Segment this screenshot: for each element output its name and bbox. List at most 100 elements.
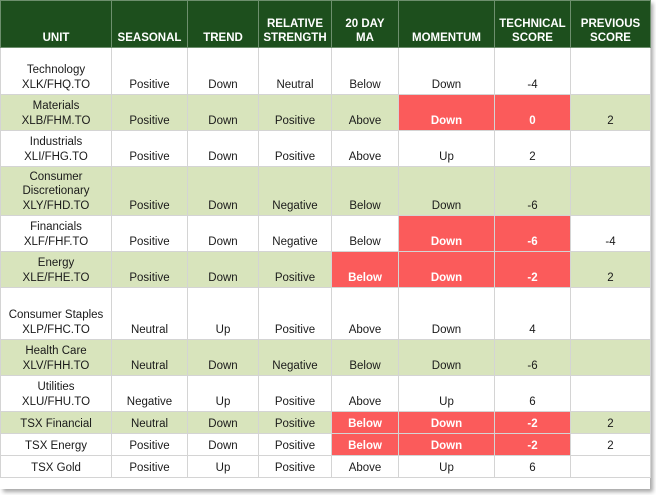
unit-cell: Financials XLF/FHF.TO: [0, 215, 112, 252]
trend-cell: Down: [187, 130, 259, 167]
unit-cell: Consumer Discretionary XLY/FHD.TO: [0, 166, 112, 216]
relative-strength-cell: Neutral: [258, 47, 332, 95]
ma-cell: Below: [331, 339, 399, 376]
table-row: TSX Gold Positive Up Positive Above Up 6: [0, 455, 651, 478]
previous-score-cell: [570, 375, 651, 412]
table-row: TSX Financial Neutral Down Positive Below Dow…: [0, 411, 651, 434]
trend-cell: Down: [187, 47, 259, 95]
seasonal-cell: Neutral: [111, 287, 188, 340]
table-row: Technology XLK/FHQ.TO Positive Down Neutral B…: [0, 47, 651, 95]
header-previous-score: PREVIOUS SCORE: [570, 0, 651, 48]
unit-cell: TSX Energy: [0, 433, 112, 456]
unit-label: Consumer: [29, 170, 83, 183]
ma-cell: Above: [331, 130, 399, 167]
unit-cell: TSX Gold: [0, 455, 112, 478]
header-20-day-ma: 20 DAY MA: [331, 0, 399, 48]
unit-cell: Consumer Staples XLP/FHC.TO: [0, 287, 112, 340]
unit-cell: Industrials XLI/FHG.TO: [0, 130, 112, 167]
unit-label: Financials: [30, 221, 82, 233]
previous-score-cell: [570, 287, 651, 340]
sector-scorecard: UNIT SEASONAL TREND RELATIVE STRENGTH 20 …: [0, 0, 651, 478]
trend-cell: Up: [187, 455, 259, 478]
header-trend: TREND: [187, 0, 259, 48]
trend-cell: Up: [187, 287, 259, 340]
previous-score-cell: -4: [570, 215, 651, 252]
header-technical-score: TECHNICAL SCORE: [494, 0, 571, 48]
unit-cell: Materials XLB/FHM.TO: [0, 94, 112, 131]
seasonal-cell: Positive: [111, 455, 188, 478]
technical-score-cell: -2: [494, 251, 571, 288]
relative-strength-cell: Positive: [258, 433, 332, 456]
ma-cell: Below: [331, 47, 399, 95]
seasonal-cell: Positive: [111, 166, 188, 216]
ma-cell: Below: [331, 166, 399, 216]
unit-label: Health Care: [25, 345, 87, 357]
table-row: Utilities XLU/FHU.TO Negative Up Positive Abo…: [0, 375, 651, 412]
trend-cell: Down: [187, 94, 259, 131]
momentum-cell: Down: [398, 339, 495, 376]
unit-label: Materials: [32, 100, 80, 112]
table-row: Consumer Discretionary XLY/FHD.TO Positive D…: [0, 166, 651, 216]
unit-label: TSX Energy: [25, 439, 87, 452]
unit-label: Technology: [26, 64, 86, 76]
seasonal-cell: Positive: [111, 251, 188, 288]
unit-cell: Technology XLK/FHQ.TO: [0, 47, 112, 95]
table-row: Consumer Staples XLP/FHC.TO Neutral Up Posit…: [0, 287, 651, 340]
table-row: Materials XLB/FHM.TO Positive Down Positive A…: [0, 94, 651, 131]
relative-strength-cell: Positive: [258, 455, 332, 478]
unit-label: Utilities: [37, 381, 75, 393]
seasonal-cell: Positive: [111, 47, 188, 95]
trend-cell: Down: [187, 215, 259, 252]
momentum-cell: Down: [398, 47, 495, 95]
unit-label: Energy: [37, 257, 75, 269]
unit-cell: Health Care XLV/FHH.TO: [0, 339, 112, 376]
technical-score-cell: 6: [494, 375, 571, 412]
seasonal-cell: Positive: [111, 433, 188, 456]
technical-score-cell: -6: [494, 215, 571, 252]
technical-score-cell: -2: [494, 433, 571, 456]
technical-score-cell: -2: [494, 411, 571, 434]
technical-score-cell: -6: [494, 339, 571, 376]
unit-cell: Utilities XLU/FHU.TO: [0, 375, 112, 412]
ma-cell: Above: [331, 375, 399, 412]
previous-score-cell: [570, 339, 651, 376]
unit-label: Discretionary: [22, 185, 90, 197]
unit-label: XLV/FHH.TO: [22, 359, 90, 372]
technical-score-cell: -6: [494, 166, 571, 216]
momentum-cell: Down: [398, 287, 495, 340]
previous-score-cell: 2: [570, 251, 651, 288]
table-row: Industrials XLI/FHG.TO Positive Down Positiv…: [0, 130, 651, 167]
unit-label: XLB/FHM.TO: [21, 114, 91, 127]
unit-label: XLE/FHE.TO: [22, 271, 90, 284]
ma-cell: Above: [331, 94, 399, 131]
momentum-cell: Down: [398, 433, 495, 456]
header-row: UNIT SEASONAL TREND RELATIVE STRENGTH 20 …: [0, 0, 651, 48]
header-seasonal: SEASONAL: [111, 0, 188, 48]
ma-cell: Below: [331, 251, 399, 288]
unit-label: XLY/FHD.TO: [22, 199, 90, 212]
header-relative-strength: RELATIVE STRENGTH: [258, 0, 332, 48]
technical-score-cell: 2: [494, 130, 571, 167]
relative-strength-cell: Negative: [258, 166, 332, 216]
momentum-cell: Down: [398, 94, 495, 131]
trend-cell: Down: [187, 411, 259, 434]
relative-strength-cell: Positive: [258, 94, 332, 131]
relative-strength-cell: Positive: [258, 130, 332, 167]
relative-strength-cell: Negative: [258, 339, 332, 376]
relative-strength-cell: Negative: [258, 215, 332, 252]
ma-cell: Below: [331, 433, 399, 456]
seasonal-cell: Neutral: [111, 339, 188, 376]
trend-cell: Down: [187, 433, 259, 456]
unit-label: TSX Financial: [20, 417, 92, 430]
previous-score-cell: 2: [570, 433, 651, 456]
momentum-cell: Down: [398, 251, 495, 288]
relative-strength-cell: Positive: [258, 375, 332, 412]
previous-score-cell: [570, 455, 651, 478]
technical-score-cell: 4: [494, 287, 571, 340]
technical-score-cell: -4: [494, 47, 571, 95]
previous-score-cell: [570, 130, 651, 167]
ma-cell: Above: [331, 287, 399, 340]
trend-cell: Down: [187, 166, 259, 216]
unit-label: Consumer Staples: [8, 309, 104, 321]
ma-cell: Above: [331, 455, 399, 478]
